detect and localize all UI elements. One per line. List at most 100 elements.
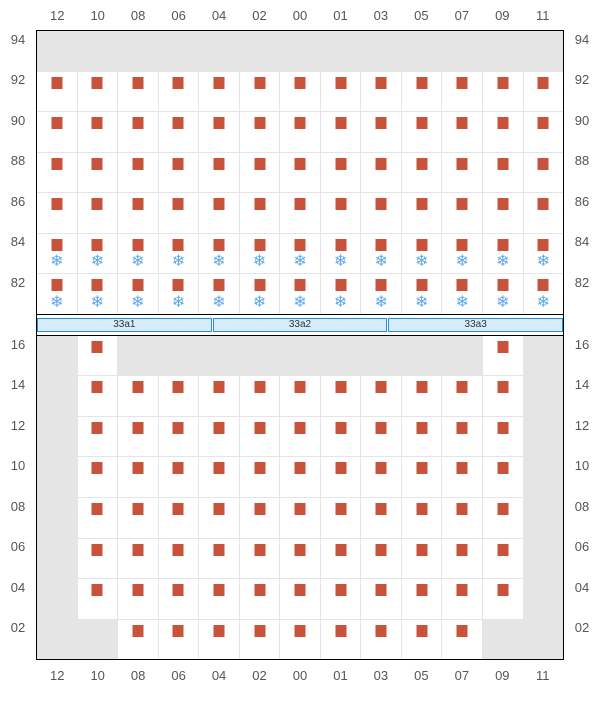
rack-cell[interactable]: ❄ — [483, 274, 523, 314]
rack-cell[interactable] — [280, 539, 320, 579]
rack-cell[interactable] — [524, 153, 564, 193]
rack-cell[interactable] — [442, 417, 482, 457]
rack-cell[interactable] — [402, 112, 442, 152]
rack-cell[interactable] — [442, 112, 482, 152]
rack-cell[interactable] — [199, 417, 239, 457]
rack-cell[interactable] — [321, 620, 361, 660]
rack-cell[interactable] — [321, 457, 361, 497]
rack-cell[interactable] — [159, 112, 199, 152]
rack-cell[interactable] — [37, 72, 77, 112]
rack-cell[interactable] — [159, 376, 199, 416]
rack-cell[interactable] — [118, 579, 158, 619]
rack-cell[interactable]: ❄ — [240, 274, 280, 314]
rack-cell[interactable] — [118, 539, 158, 579]
rack-cell[interactable] — [280, 376, 320, 416]
rack-cell[interactable] — [442, 539, 482, 579]
rack-cell[interactable]: ❄ — [159, 274, 199, 314]
rack-cell[interactable] — [37, 193, 77, 233]
rack-cell[interactable] — [118, 112, 158, 152]
rack-cell[interactable]: ❄ — [361, 274, 401, 314]
rack-cell[interactable] — [483, 336, 523, 376]
rack-cell[interactable] — [159, 539, 199, 579]
rack-cell[interactable] — [402, 498, 442, 538]
rack-cell[interactable] — [442, 72, 482, 112]
rack-cell[interactable] — [402, 72, 442, 112]
rack-cell[interactable] — [280, 112, 320, 152]
rack-cell[interactable] — [361, 153, 401, 193]
rack-cell[interactable] — [483, 417, 523, 457]
rack-cell[interactable] — [361, 417, 401, 457]
rack-cell[interactable] — [402, 579, 442, 619]
rack-cell[interactable] — [483, 112, 523, 152]
rack-cell[interactable] — [280, 457, 320, 497]
rack-cell[interactable]: ❄ — [199, 274, 239, 314]
rack-cell[interactable] — [321, 72, 361, 112]
rack-cell[interactable] — [118, 376, 158, 416]
rack-cell[interactable] — [159, 457, 199, 497]
rack-cell[interactable] — [159, 193, 199, 233]
rack-cell[interactable] — [442, 579, 482, 619]
rack-cell[interactable] — [361, 376, 401, 416]
rack-cell[interactable] — [321, 193, 361, 233]
rack-cell[interactable]: ❄ — [402, 234, 442, 274]
rack-cell[interactable] — [442, 457, 482, 497]
rack-cell[interactable] — [280, 579, 320, 619]
rack-cell[interactable] — [402, 620, 442, 660]
rack-cell[interactable]: ❄ — [361, 234, 401, 274]
rack-cell[interactable] — [240, 539, 280, 579]
rack-cell[interactable] — [37, 153, 77, 193]
rack-cell[interactable] — [483, 376, 523, 416]
rack-cell[interactable] — [78, 579, 118, 619]
rack-cell[interactable] — [483, 539, 523, 579]
rack-cell[interactable]: ❄ — [78, 234, 118, 274]
rack-cell[interactable] — [199, 72, 239, 112]
rack-cell[interactable] — [402, 457, 442, 497]
rack-cell[interactable] — [240, 457, 280, 497]
rack-cell[interactable] — [118, 417, 158, 457]
rack-cell[interactable] — [483, 153, 523, 193]
rack-cell[interactable] — [321, 153, 361, 193]
rack-cell[interactable] — [280, 620, 320, 660]
rack-cell[interactable] — [240, 579, 280, 619]
rack-cell[interactable]: ❄ — [240, 234, 280, 274]
rack-cell[interactable] — [159, 579, 199, 619]
rack-cell[interactable] — [321, 498, 361, 538]
rack-cell[interactable] — [199, 193, 239, 233]
rack-cell[interactable]: ❄ — [118, 274, 158, 314]
rack-cell[interactable]: ❄ — [199, 234, 239, 274]
rack-cell[interactable] — [361, 72, 401, 112]
rack-cell[interactable] — [118, 193, 158, 233]
rack-cell[interactable] — [78, 376, 118, 416]
rack-cell[interactable] — [240, 620, 280, 660]
rack-cell[interactable] — [240, 498, 280, 538]
rack-cell[interactable] — [361, 193, 401, 233]
rack-cell[interactable] — [402, 539, 442, 579]
rack-cell[interactable] — [240, 417, 280, 457]
rack-cell[interactable]: ❄ — [37, 234, 77, 274]
rack-cell[interactable] — [442, 620, 482, 660]
rack-cell[interactable] — [524, 112, 564, 152]
section-label[interactable]: 33a1 — [37, 318, 212, 332]
rack-cell[interactable] — [524, 193, 564, 233]
rack-cell[interactable] — [321, 376, 361, 416]
rack-cell[interactable] — [321, 112, 361, 152]
rack-cell[interactable] — [78, 457, 118, 497]
rack-cell[interactable] — [78, 417, 118, 457]
rack-cell[interactable] — [442, 498, 482, 538]
rack-cell[interactable] — [199, 153, 239, 193]
rack-cell[interactable]: ❄ — [402, 274, 442, 314]
rack-cell[interactable] — [321, 579, 361, 619]
rack-cell[interactable] — [240, 72, 280, 112]
rack-cell[interactable] — [78, 72, 118, 112]
rack-cell[interactable] — [118, 620, 158, 660]
rack-cell[interactable]: ❄ — [442, 234, 482, 274]
rack-cell[interactable] — [159, 72, 199, 112]
rack-cell[interactable] — [78, 193, 118, 233]
rack-cell[interactable]: ❄ — [159, 234, 199, 274]
rack-cell[interactable] — [321, 417, 361, 457]
rack-cell[interactable] — [240, 112, 280, 152]
rack-cell[interactable] — [361, 498, 401, 538]
rack-cell[interactable] — [199, 539, 239, 579]
rack-cell[interactable] — [280, 153, 320, 193]
rack-cell[interactable] — [483, 193, 523, 233]
